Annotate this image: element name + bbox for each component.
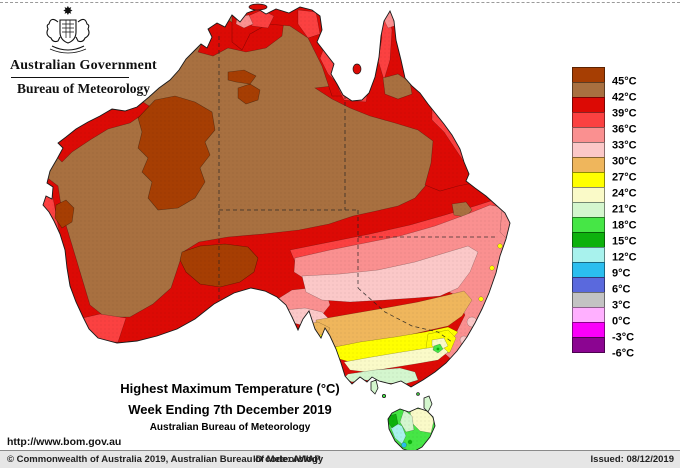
legend-color-cell bbox=[572, 67, 605, 83]
map-title-block: Highest Maximum Temperature (°C) Week En… bbox=[95, 381, 365, 433]
legend-label: 6°C bbox=[612, 283, 631, 296]
legend-label: 36°C bbox=[612, 123, 637, 136]
legend-color-cell bbox=[572, 142, 605, 158]
legend-color-cell bbox=[572, 277, 605, 293]
legend-label: 42°C bbox=[612, 91, 637, 104]
legend-label: 30°C bbox=[612, 155, 637, 168]
legend-color-cell bbox=[572, 322, 605, 338]
legend-label: 15°C bbox=[612, 235, 637, 248]
legend-label: -3°C bbox=[612, 331, 635, 344]
top-gridline bbox=[0, 2, 680, 3]
legend-label: 3°C bbox=[612, 299, 631, 312]
north-islands bbox=[248, 3, 362, 75]
bureau-label: Bureau of Meteorology bbox=[17, 81, 150, 96]
gov-label: Australian Government bbox=[10, 58, 157, 73]
copyright-text: © Commonwealth of Australia 2019, Austra… bbox=[7, 454, 324, 465]
legend-color-cell bbox=[572, 232, 605, 248]
issued-date: Issued: 08/12/2019 bbox=[590, 454, 674, 465]
legend-color-cell bbox=[572, 82, 605, 98]
legend-colorbar bbox=[572, 67, 605, 353]
legend-color-cell bbox=[572, 172, 605, 188]
legend-color-cell bbox=[572, 157, 605, 173]
legend-color-cell bbox=[572, 127, 605, 143]
legend-color-cell bbox=[572, 292, 605, 308]
legend-label: 12°C bbox=[612, 251, 637, 264]
bom-logo: Australian Government Bureau of Meteorol… bbox=[8, 4, 158, 97]
bom-url: http://www.bom.gov.au bbox=[7, 436, 122, 448]
legend-label: 9°C bbox=[612, 267, 631, 280]
legend-color-cell bbox=[572, 217, 605, 233]
legend-color-cell bbox=[572, 112, 605, 128]
coat-of-arms-icon bbox=[46, 5, 90, 54]
legend-label: 27°C bbox=[612, 171, 637, 184]
temperature-legend: 45°C 42°C 39°C 36°C 33°C 30°C 27°C 24°C 21°C 18°C… bbox=[572, 67, 672, 373]
legend-label: 0°C bbox=[612, 315, 631, 328]
legend-label: 18°C bbox=[612, 219, 637, 232]
legend-color-cell bbox=[572, 187, 605, 203]
legend-color-cell bbox=[572, 202, 605, 218]
map-subtitle-week: Week Ending 7th December 2019 bbox=[128, 402, 332, 417]
mainland-coastline bbox=[42, 6, 511, 388]
legend-color-cell bbox=[572, 307, 605, 323]
legend-color-cell bbox=[572, 97, 605, 113]
legend-label: 21°C bbox=[612, 203, 637, 216]
legend-color-cell bbox=[572, 337, 605, 353]
legend-color-cell bbox=[572, 247, 605, 263]
map-title: Highest Maximum Temperature (°C) bbox=[120, 381, 340, 396]
legend-label: 24°C bbox=[612, 187, 637, 200]
legend-labels: 45°C 42°C 39°C 36°C 33°C 30°C 27°C 24°C 21°C 18°C… bbox=[612, 67, 670, 373]
legend-label: 45°C bbox=[612, 75, 637, 88]
map-subtitle-bureau: Australian Bureau of Meteorology bbox=[149, 422, 311, 433]
state-borders bbox=[218, 36, 497, 343]
legend-label: -6°C bbox=[612, 347, 635, 360]
legend-color-cell bbox=[572, 262, 605, 278]
id-code: ID code: AWAP bbox=[253, 454, 321, 465]
legend-label: 33°C bbox=[612, 139, 637, 152]
footer-bar: © Commonwealth of Australia 2019, Austra… bbox=[0, 450, 680, 468]
legend-label: 39°C bbox=[612, 107, 637, 120]
bass-strait-islands bbox=[370, 379, 433, 413]
logo-divider bbox=[11, 77, 129, 78]
